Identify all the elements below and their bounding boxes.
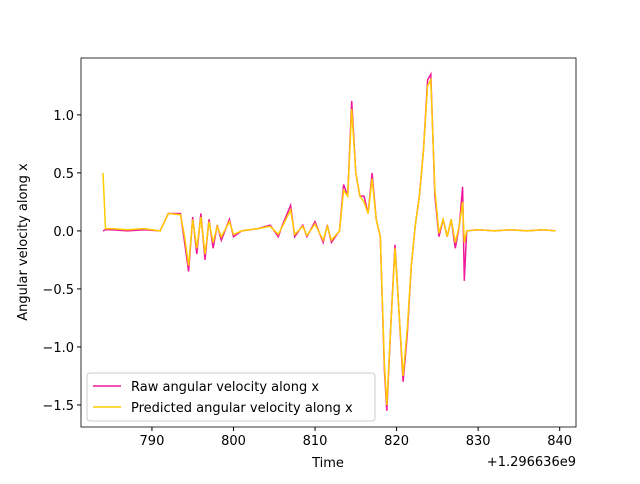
x-axis-label: Time [311, 456, 344, 471]
y-tick-label: 0.5 [53, 167, 74, 182]
x-tick-label: 790 [140, 434, 165, 449]
legend-box [86, 372, 376, 422]
data-line [102, 77, 556, 406]
x-offset-label: +1.296636e9 [487, 455, 576, 470]
y-tick-label: −1.5 [42, 399, 74, 414]
x-tick-label: 800 [221, 434, 246, 449]
y-tick-label: −0.5 [42, 283, 74, 298]
y-tick-label: 1.0 [53, 109, 74, 124]
y-tick-label: −1.0 [42, 341, 74, 356]
x-tick-label: 820 [384, 434, 409, 449]
legend-label: Predicted angular velocity along x [131, 401, 353, 416]
data-line [102, 71, 556, 411]
legend-label: Raw angular velocity along x [131, 380, 319, 395]
y-tick-label: 0.0 [53, 225, 74, 240]
x-tick-label: 830 [466, 434, 491, 449]
x-tick-label: 810 [303, 434, 328, 449]
x-tick-label: 840 [547, 434, 572, 449]
y-axis-label: Angular velocity along x [16, 163, 31, 321]
plot-frame [80, 57, 577, 428]
